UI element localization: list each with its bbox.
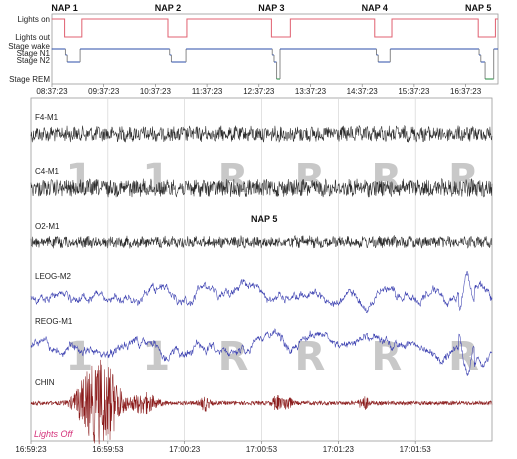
- hypnogram-y-label: Stage wake: [8, 42, 50, 51]
- channel-label: LEOG-M2: [35, 272, 72, 281]
- hypnogram-x-tick: 14:37:23: [347, 87, 379, 96]
- trace-f4-m1: [30, 124, 493, 143]
- channel-label: F4-M1: [35, 113, 59, 122]
- nap-label-5: NAP 5: [465, 3, 491, 13]
- nap-label-3: NAP 3: [258, 3, 284, 13]
- epoch-score: R: [371, 156, 402, 202]
- trace-chin: [30, 359, 493, 445]
- psg-x-tick: 16:59:23: [15, 445, 47, 454]
- epoch-score: 1: [142, 156, 170, 202]
- psg-x-tick: 17:00:53: [246, 445, 278, 454]
- hypnogram-y-label: Stage N1: [17, 49, 51, 58]
- channel-label: O2-M1: [35, 222, 60, 231]
- hypnogram-x-tick: 15:37:23: [398, 87, 430, 96]
- trace-o2-m1: [30, 234, 493, 249]
- hypnogram-y-label: Stage REM: [9, 75, 50, 84]
- nap-label-2: NAP 2: [155, 3, 181, 13]
- lights-series-line: [51, 18, 498, 38]
- channel-label: C4-M1: [35, 167, 60, 176]
- epoch-score: R: [371, 334, 402, 380]
- epoch-score: R: [295, 156, 326, 202]
- nap-label-4: NAP 4: [362, 3, 388, 13]
- psg-x-tick: 16:59:53: [92, 445, 124, 454]
- epoch-score: 1: [142, 334, 170, 380]
- epoch-score: 1: [65, 334, 93, 380]
- psg-x-tick: 17:01:23: [323, 445, 355, 454]
- hypnogram-x-tick: 08:37:23: [36, 87, 68, 96]
- epoch-score: 1: [65, 156, 93, 202]
- hypnogram-x-tick: 12:37:23: [243, 87, 275, 96]
- psg-x-tick: 17:01:53: [400, 445, 432, 454]
- epoch-score: R: [448, 334, 479, 380]
- hypnogram-x-tick: 16:37:23: [450, 87, 482, 96]
- hypnogram-y-label: Lights on: [18, 15, 50, 24]
- channel-label: CHIN: [35, 378, 55, 387]
- hypnogram-x-tick: 10:37:23: [140, 87, 172, 96]
- channel-label: REOG-M1: [35, 317, 73, 326]
- epoch-score: R: [448, 156, 479, 202]
- psg-trace-chart: 1 1 R R R R1 1 R R R R F4-M1C4-M1O2-M1LEOG-M2REOG-…: [15, 97, 493, 454]
- hypnogram-x-tick: 13:37:23: [295, 87, 327, 96]
- trace-leog-m2: [30, 271, 493, 314]
- hypnogram-x-tick: 11:37:23: [192, 87, 223, 96]
- psg-x-tick: 17:00:23: [169, 445, 201, 454]
- nap5-annotation: NAP 5: [251, 214, 277, 224]
- lights-off-label: Lights Off: [34, 429, 74, 439]
- hypnogram-y-label: Lights out: [15, 33, 50, 42]
- trace-reog-m1: [30, 328, 493, 376]
- epoch-score: R: [218, 334, 249, 380]
- hypnogram-y-label: Stage N2: [17, 56, 51, 65]
- hypnogram-x-tick: 09:37:23: [88, 87, 120, 96]
- hypnogram-chart: NAP 1 NAP 2 NAP 3 NAP 4 NAP 5 Lights on Light…: [8, 3, 499, 96]
- nap-label-1: NAP 1: [51, 3, 77, 13]
- trace-c4-m1: [30, 177, 493, 198]
